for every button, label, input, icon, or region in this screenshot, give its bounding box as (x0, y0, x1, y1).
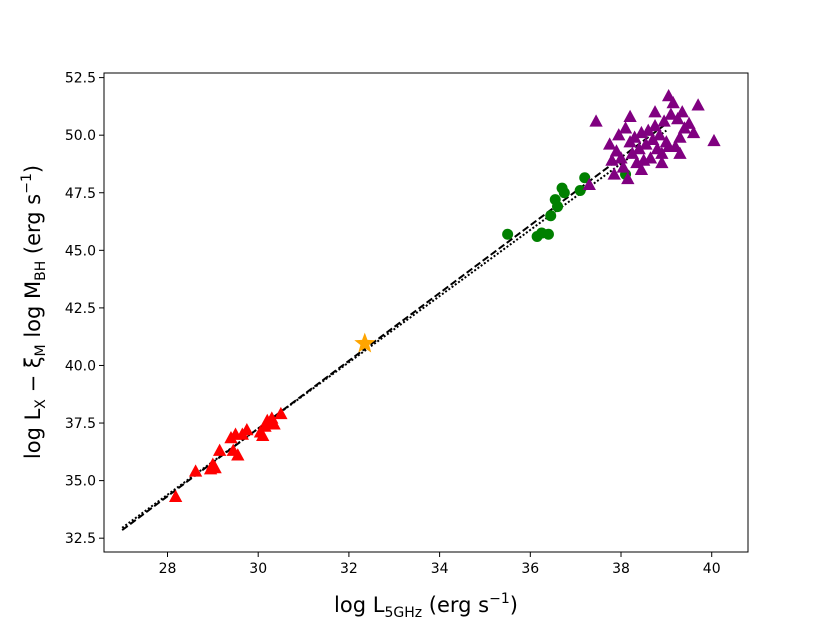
circle-marker (545, 210, 557, 222)
triangle-marker (621, 171, 635, 185)
circle-marker (552, 201, 564, 213)
triangle-marker (256, 428, 270, 441)
y-tick-label: 37.5 (65, 416, 96, 432)
triangle-marker (641, 123, 655, 136)
circle-marker (574, 184, 586, 196)
triangle-marker (643, 151, 658, 164)
x-tick-label: 38 (612, 561, 630, 577)
y-tick-label: 50.0 (65, 128, 96, 144)
circle-marker (502, 228, 514, 240)
y-axis-label: log LX − ξM log MBH (erg s−1) (19, 165, 49, 459)
triangle-marker (639, 137, 653, 150)
y-tick-label: 47.5 (65, 186, 96, 202)
triangle-marker (267, 417, 281, 430)
triangle-marker (673, 146, 687, 159)
triangle-marker (648, 118, 662, 132)
y-tick-label: 40.0 (65, 358, 96, 374)
triangle-marker (675, 105, 689, 118)
plot-area-frame (103, 72, 749, 553)
x-axis-ticks: 28 30 32 34 36 38 40 (159, 552, 721, 577)
triangle-marker (616, 160, 630, 173)
circle-marker (542, 228, 554, 240)
triangle-marker (661, 139, 676, 152)
triangle-marker (240, 422, 254, 436)
y-tick-label: 32.5 (65, 531, 96, 547)
triangle-marker (623, 109, 637, 123)
triangle-marker (686, 125, 701, 139)
x-tick-label: 30 (249, 561, 267, 577)
triangle-marker (655, 146, 669, 159)
triangle-marker (652, 128, 667, 141)
data-markers (169, 89, 721, 502)
x-tick-label: 40 (703, 561, 721, 577)
x-tick-label: 32 (340, 561, 358, 577)
triangle-marker (618, 121, 633, 134)
triangle-marker (212, 443, 227, 456)
triangle-marker (691, 98, 705, 111)
x-axis-label: log L5GHz (erg s−1) (334, 591, 518, 621)
x-tick-label: 36 (521, 561, 539, 577)
triangle-marker (625, 146, 640, 159)
triangle-marker (612, 128, 626, 141)
triangle-marker (603, 137, 617, 150)
triangle-marker (655, 155, 669, 169)
triangle-marker (666, 95, 680, 109)
triangle-marker (274, 406, 288, 420)
star-marker (354, 332, 376, 353)
triangle-marker (671, 112, 685, 125)
triangle-marker (589, 114, 603, 127)
triangle-marker (208, 460, 222, 474)
y-tick-label: 42.5 (65, 301, 96, 317)
triangle-marker (632, 141, 646, 155)
circle-marker (558, 187, 570, 199)
triangle-marker (707, 133, 721, 147)
x-tick-label: 34 (431, 561, 449, 577)
x-tick-label: 28 (159, 561, 177, 577)
triangle-marker (646, 132, 660, 146)
triangle-marker (607, 167, 621, 180)
triangle-marker (582, 177, 596, 190)
triangle-marker (657, 114, 671, 127)
triangle-marker (188, 464, 203, 477)
triangle-marker (627, 130, 642, 143)
y-tick-label: 45.0 (65, 243, 96, 259)
triangle-marker (673, 130, 687, 143)
triangle-marker (231, 448, 245, 461)
triangle-marker (169, 489, 183, 502)
y-tick-label: 35.0 (65, 474, 96, 490)
fit-lines (121, 122, 667, 531)
triangle-marker (634, 162, 649, 175)
triangle-marker (664, 107, 678, 120)
y-tick-label: 52.5 (65, 71, 96, 87)
y-axis-ticks: 32.5 35.0 37.5 40.0 42.5 45.0 47.5 50.0 52.5 (65, 71, 104, 547)
triangle-marker (614, 151, 628, 164)
circle-marker (579, 172, 591, 184)
triangle-marker (682, 116, 696, 129)
triangle-marker (648, 105, 662, 118)
